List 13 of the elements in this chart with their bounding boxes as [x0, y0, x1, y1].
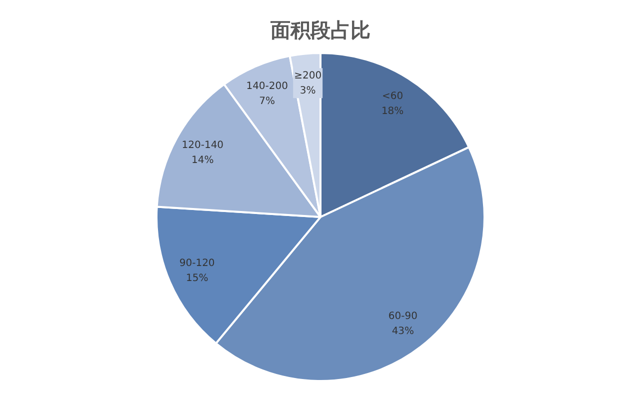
slice-label: <60	[382, 91, 404, 102]
data-label: 3%	[300, 86, 316, 97]
slice-label: 120-140	[182, 140, 224, 151]
data-label: 15%	[186, 273, 208, 284]
slice-label: 140-200	[246, 81, 288, 92]
chart-title: 面积段占比	[270, 20, 370, 42]
data-label: 18%	[381, 106, 404, 118]
data-label: 7%	[259, 96, 276, 108]
slice-label: ≥200	[294, 70, 322, 82]
data-label: 14%	[192, 154, 214, 166]
slice-label: 60-90	[388, 310, 418, 322]
data-label: 43%	[392, 326, 414, 337]
slice-label: 90-120	[179, 258, 215, 269]
